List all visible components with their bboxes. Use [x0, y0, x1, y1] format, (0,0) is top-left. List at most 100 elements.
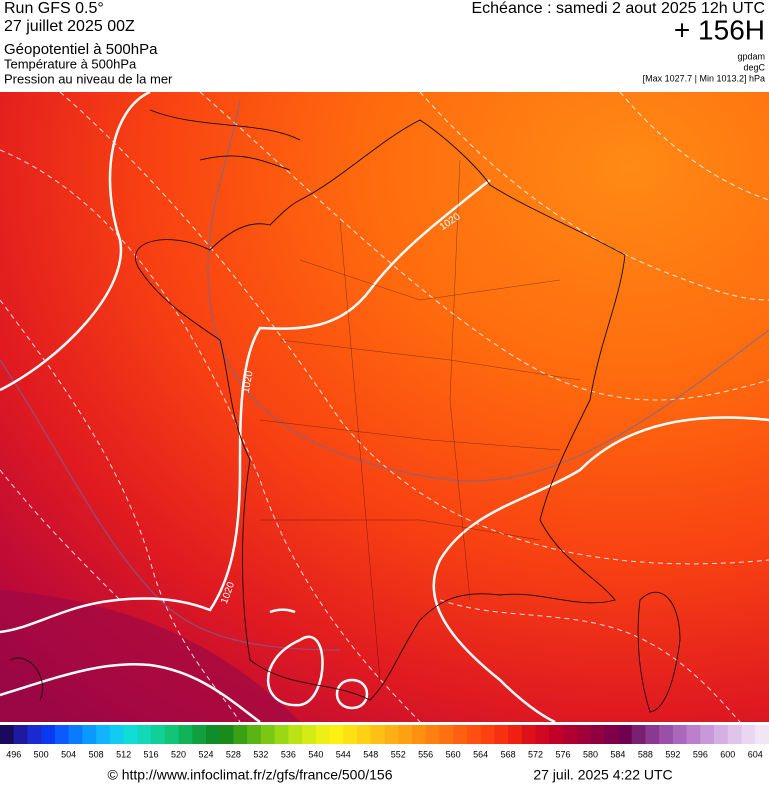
- colorbar-swatch: [700, 725, 715, 744]
- colorbar-label: 568: [501, 749, 516, 759]
- colorbar-swatch: [549, 725, 564, 744]
- colorbar-label: 600: [720, 749, 735, 759]
- colorbar-swatch: [247, 725, 262, 744]
- colorbar-swatch: [398, 725, 413, 744]
- colorbar-swatch: [233, 725, 248, 744]
- colorbar-swatch: [631, 725, 646, 744]
- colorbar-swatch: [659, 725, 674, 744]
- colorbar-label: 560: [446, 749, 461, 759]
- colorbar-swatch: [494, 725, 509, 744]
- colorbar-swatch: [54, 725, 70, 744]
- colorbar-swatch: [151, 725, 166, 744]
- colorbar-swatch: [590, 725, 605, 744]
- field-label: Géopotentiel à 500hPa: [4, 41, 158, 58]
- colorbar-label: 580: [583, 749, 598, 759]
- colorbar-label: 512: [116, 749, 131, 759]
- colorbar-swatch: [137, 725, 152, 744]
- colorbar-swatch: [521, 725, 537, 744]
- colorbar-label: 540: [308, 749, 323, 759]
- colorbar-label: 572: [528, 749, 543, 759]
- colorbar-swatch: [727, 725, 743, 744]
- borders: [9, 109, 681, 713]
- colorbar-swatch: [68, 725, 83, 744]
- colorbar-swatch: [302, 725, 317, 744]
- colorbar-swatch: [192, 725, 207, 744]
- colorbar-label: 556: [418, 749, 433, 759]
- colorbar-swatch: [205, 725, 221, 744]
- colorbar-swatch: [535, 725, 550, 744]
- colorbar-swatch: [164, 725, 180, 744]
- colorbar-swatch: [425, 725, 440, 744]
- colorbar-swatch: [604, 725, 619, 744]
- colorbar-label: 544: [336, 749, 351, 759]
- colorbar-swatch: [315, 725, 331, 744]
- valid-time: Echéance : samedi 2 aout 2025 12h UTC: [471, 0, 765, 17]
- unit-label: degC: [743, 62, 765, 72]
- colorbar-swatch: [13, 725, 28, 744]
- lead-time: + 156H: [674, 14, 765, 45]
- colorbar-swatch: [370, 725, 385, 744]
- colorbar-label: 524: [198, 749, 213, 759]
- colorbar-swatch: [274, 725, 289, 744]
- field-label: Température à 500hPa: [4, 56, 137, 71]
- colorbar-label: 588: [638, 749, 653, 759]
- colorbar-label: 576: [556, 749, 571, 759]
- colorbar-swatch: [288, 725, 303, 744]
- unit-label: gpdam: [737, 51, 765, 61]
- colorbar-swatch: [260, 725, 276, 744]
- colorbar-swatch: [672, 725, 688, 744]
- colorbar-swatch: [109, 725, 125, 744]
- timestamp: 27 juil. 2025 4:22 UTC: [533, 767, 672, 783]
- isotherms: [0, 91, 769, 723]
- map: 1020 1020 1020: [0, 90, 769, 724]
- isobars: [0, 90, 769, 724]
- colorbar-label: 516: [144, 749, 159, 759]
- colorbar-swatch: [219, 725, 234, 744]
- colorbar-label: 548: [363, 749, 378, 759]
- source-url: © http://www.infoclimat.fr/z/gfs/france/…: [108, 767, 393, 783]
- colorbar-swatch: [343, 725, 358, 744]
- colorbar-swatch: [329, 725, 344, 744]
- colorbar-label: 596: [693, 749, 708, 759]
- colorbar-swatch: [439, 725, 454, 744]
- colorbar: 496 500 504 508 512 516 520 524 528 532 536 540 544 5…: [0, 725, 769, 759]
- colorbar-swatch: [96, 725, 111, 744]
- colorbar-label: 552: [391, 749, 406, 759]
- colorbar-label: 532: [253, 749, 268, 759]
- run-label: Run GFS 0.5°: [4, 0, 104, 17]
- colorbar-label: 508: [89, 749, 104, 759]
- colorbar-swatch: [508, 725, 523, 744]
- colorbar-swatch: [123, 725, 138, 744]
- colorbar-swatch: [41, 725, 56, 744]
- colorbar-swatch: [563, 725, 578, 744]
- isobar-label: 1020: [241, 370, 256, 394]
- colorbar-label: 564: [473, 749, 488, 759]
- colorbar-swatch: [178, 725, 193, 744]
- colorbar-swatch: [357, 725, 372, 744]
- colorbar-swatch: [755, 725, 769, 744]
- range-label: [Max 1027.7 | Min 1013.2] hPa: [643, 73, 765, 83]
- colorbar-label: 496: [6, 749, 21, 759]
- colorbar-swatch: [466, 725, 482, 744]
- colorbar-label: 604: [748, 749, 763, 759]
- colorbar-swatch: [27, 725, 42, 744]
- colorbar-label: 584: [610, 749, 625, 759]
- colorbar-label: 528: [226, 749, 241, 759]
- colorbar-swatch: [411, 725, 427, 744]
- colorbar-label: 520: [171, 749, 186, 759]
- colorbar-swatch: [0, 725, 15, 744]
- colorbar-label: 592: [665, 749, 680, 759]
- colorbar-swatch: [714, 725, 729, 744]
- colorbar-swatch: [645, 725, 660, 744]
- colorbar-swatch: [686, 725, 701, 744]
- colorbar-label: 536: [281, 749, 296, 759]
- field-label: Pression au niveau de la mer: [4, 71, 173, 86]
- colorbar-label: 504: [61, 749, 76, 759]
- run-date: 27 juillet 2025 00Z: [4, 18, 135, 35]
- departments: [259, 159, 581, 681]
- colorbar-swatch: [82, 725, 97, 744]
- colorbar-swatch: [480, 725, 495, 744]
- colorbar-swatch: [576, 725, 591, 744]
